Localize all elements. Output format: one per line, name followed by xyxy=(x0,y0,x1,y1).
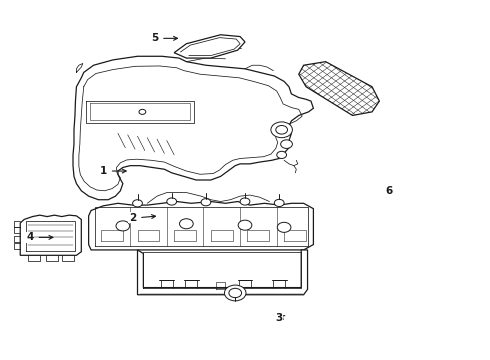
Polygon shape xyxy=(73,56,314,200)
Polygon shape xyxy=(138,250,308,295)
Circle shape xyxy=(229,288,242,298)
Polygon shape xyxy=(174,35,245,58)
Text: 6: 6 xyxy=(386,186,393,196)
Circle shape xyxy=(167,198,176,205)
Circle shape xyxy=(277,151,287,158)
Circle shape xyxy=(271,122,293,138)
Polygon shape xyxy=(20,215,81,255)
Circle shape xyxy=(139,109,146,114)
Circle shape xyxy=(224,285,246,301)
Circle shape xyxy=(277,222,291,232)
Circle shape xyxy=(276,126,288,134)
Text: 2: 2 xyxy=(129,213,136,222)
Circle shape xyxy=(281,140,293,148)
Text: 5: 5 xyxy=(151,33,158,43)
Circle shape xyxy=(238,220,252,230)
Text: 4: 4 xyxy=(26,232,34,242)
Circle shape xyxy=(116,221,130,231)
Text: 1: 1 xyxy=(99,166,107,176)
Polygon shape xyxy=(299,62,379,116)
Circle shape xyxy=(133,200,143,207)
Circle shape xyxy=(240,198,250,205)
Circle shape xyxy=(179,219,193,229)
Circle shape xyxy=(201,199,211,206)
Circle shape xyxy=(274,199,284,207)
Text: 3: 3 xyxy=(275,313,283,323)
Polygon shape xyxy=(89,202,314,250)
